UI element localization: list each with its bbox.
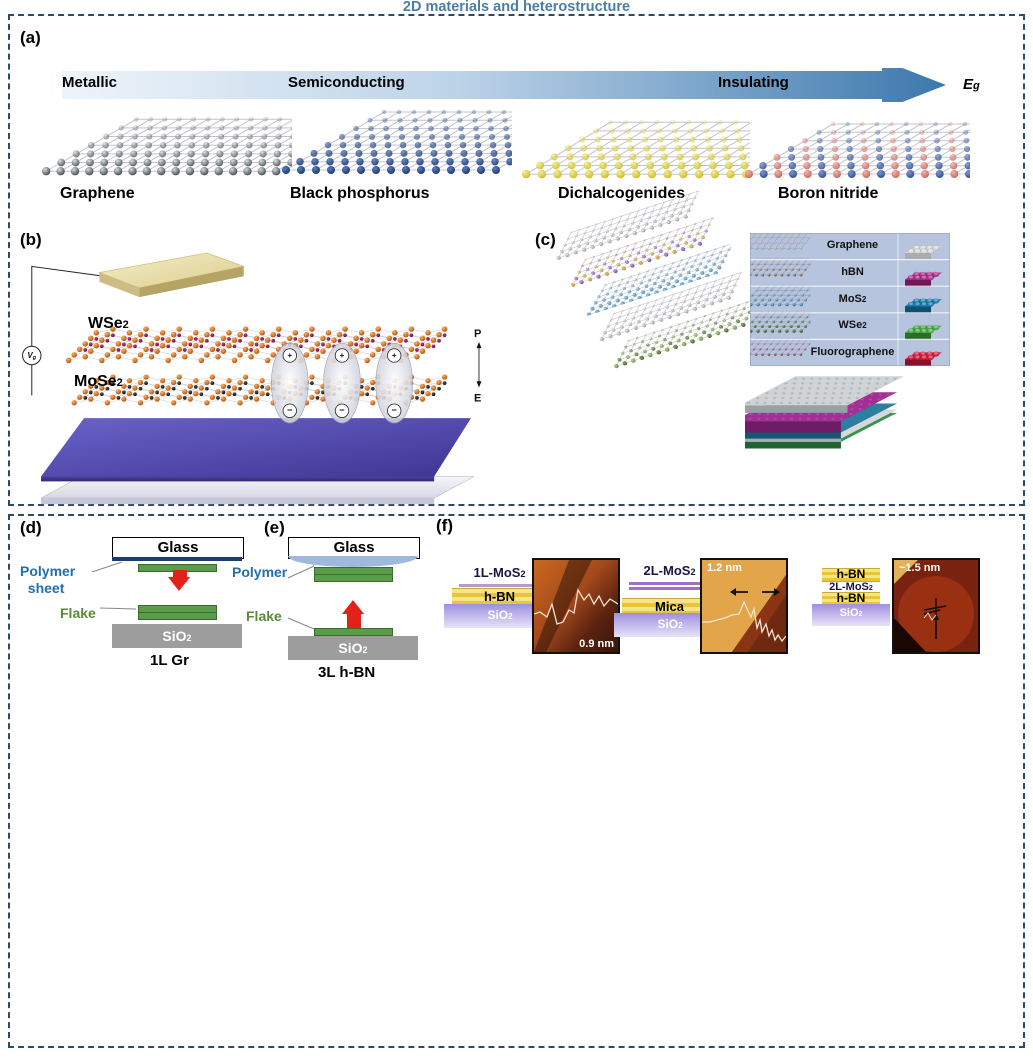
svg-text:−: − [392, 405, 397, 415]
svg-text:+: + [287, 351, 292, 360]
svg-text:−: − [339, 405, 344, 415]
svg-text:P: P [474, 328, 481, 340]
svg-text:E: E [474, 393, 481, 405]
svg-text:+: + [340, 351, 345, 360]
svg-text:+: + [392, 351, 397, 360]
svg-text:−: − [287, 405, 292, 415]
